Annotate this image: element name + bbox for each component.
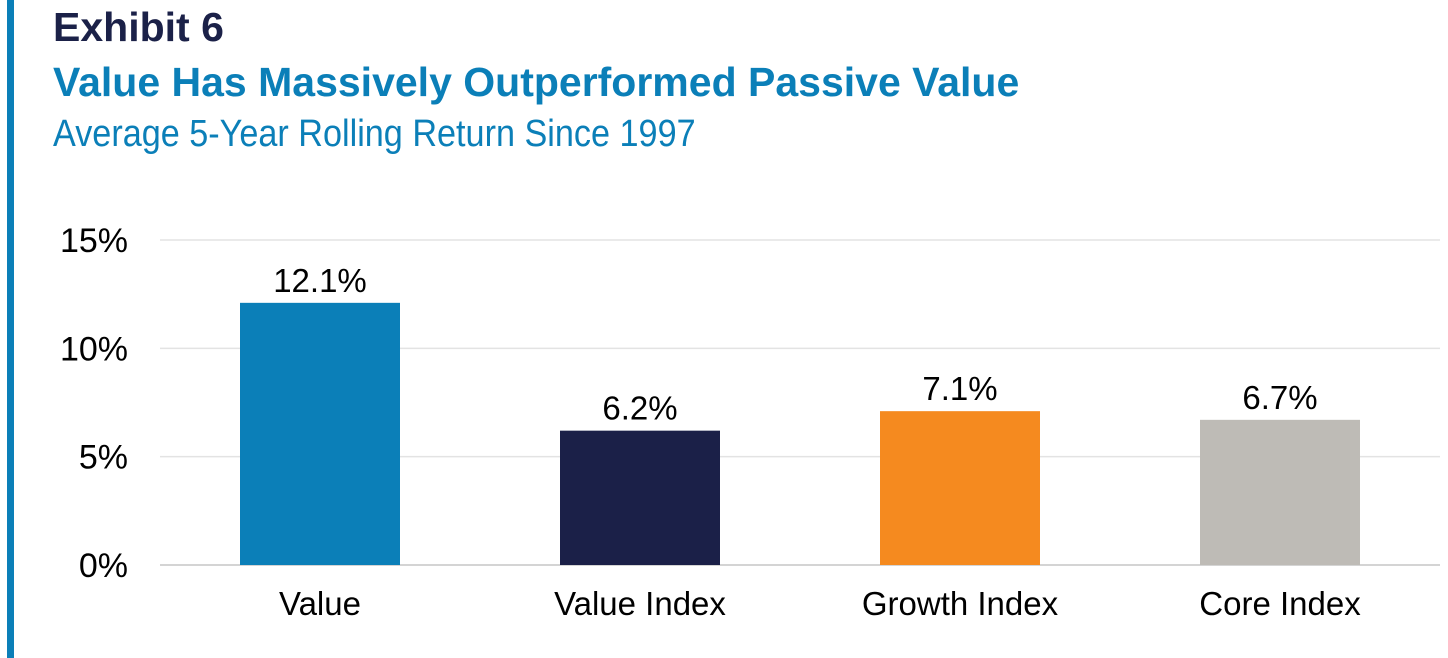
bar-core-index <box>1200 419 1360 565</box>
bar-value-index <box>560 430 720 565</box>
data-labels: 12.1% 6.2% 7.1% 6.7% <box>273 262 1317 427</box>
data-label: 12.1% <box>273 262 367 299</box>
bars <box>240 302 1360 565</box>
y-axis: 0% 5% 10% 15% <box>60 222 128 585</box>
x-tick-label: Growth Index <box>862 585 1059 622</box>
x-tick-label: Value <box>279 585 361 622</box>
chart-title: Value Has Massively Outperformed Passive… <box>53 59 1020 105</box>
bar-growth-index <box>880 411 1040 565</box>
y-tick-label: 0% <box>79 547 128 585</box>
exhibit-label: Exhibit 6 <box>53 4 224 50</box>
y-tick-label: 5% <box>79 439 128 477</box>
bar-value <box>240 302 400 565</box>
x-tick-label: Value Index <box>554 585 726 622</box>
data-label: 6.2% <box>602 390 677 427</box>
x-tick-label: Core Index <box>1199 585 1361 622</box>
x-axis: Value Value Index Growth Index Core Index <box>279 585 1361 622</box>
data-label: 6.7% <box>1242 379 1317 416</box>
y-tick-label: 10% <box>60 330 128 368</box>
left-accent-bar <box>7 0 14 658</box>
chart-subtitle: Average 5-Year Rolling Return Since 1997 <box>53 113 696 155</box>
y-tick-label: 15% <box>60 222 128 260</box>
data-label: 7.1% <box>922 370 997 407</box>
